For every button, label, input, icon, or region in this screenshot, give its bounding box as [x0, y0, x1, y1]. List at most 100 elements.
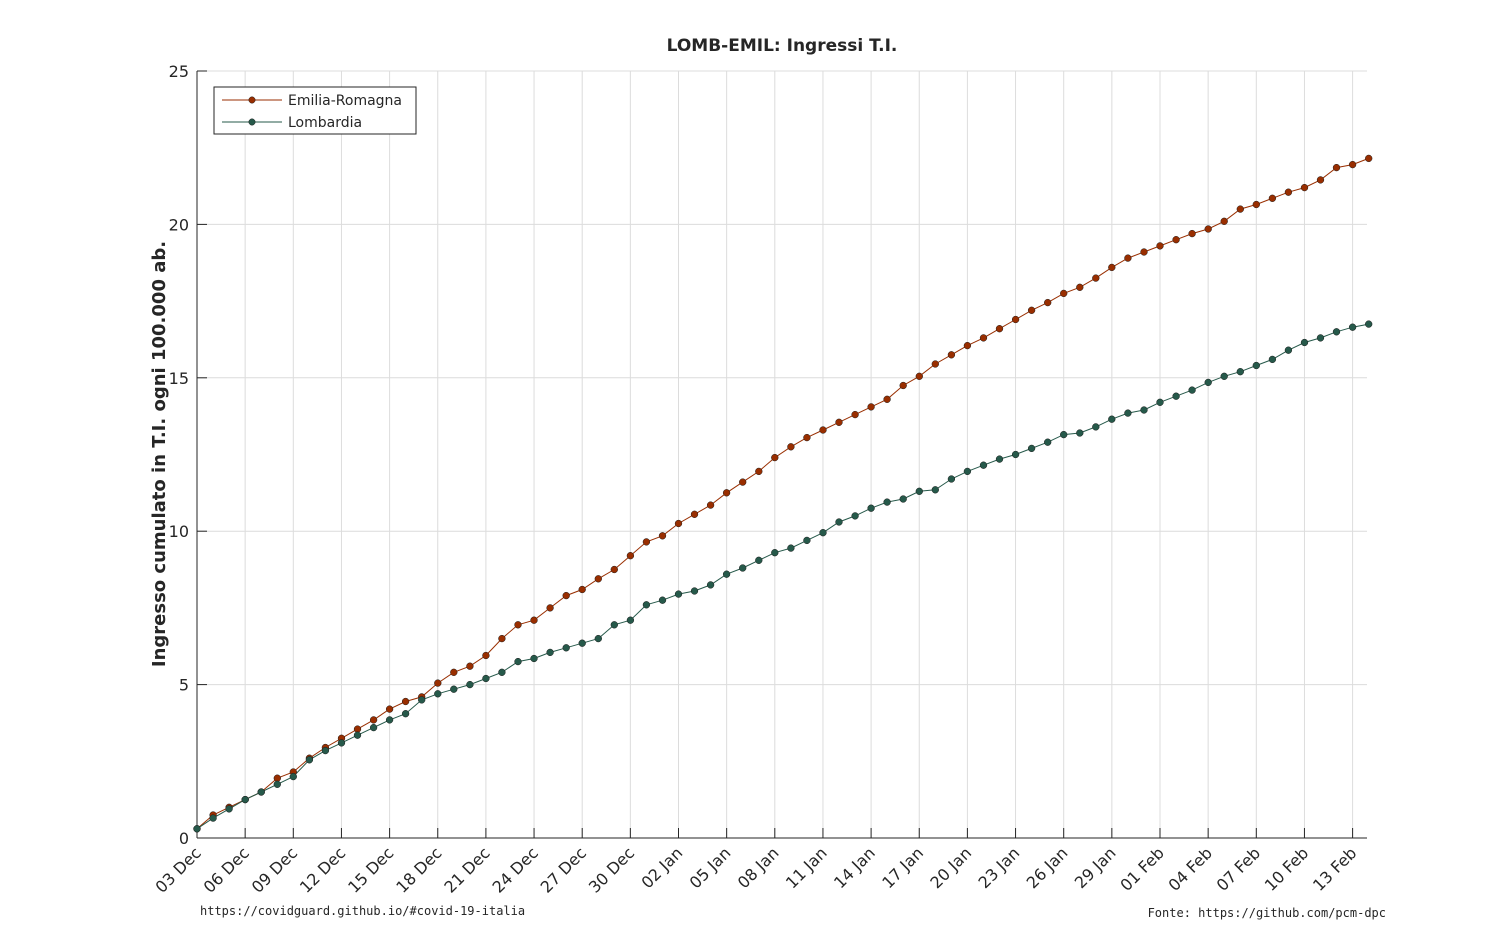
data-point-lombardia	[578, 639, 586, 647]
data-point-lombardia	[241, 795, 249, 804]
data-point-emilia-romagna	[835, 418, 843, 426]
data-point-emilia-romagna	[867, 403, 875, 411]
data-point-emilia-romagna	[450, 668, 458, 676]
data-point-lombardia	[305, 756, 314, 764]
data-point-emilia-romagna	[546, 604, 554, 612]
data-point-lombardia	[225, 805, 233, 813]
data-point-lombardia	[385, 716, 394, 724]
x-tick-label: 02 Jan	[637, 843, 686, 892]
data-point-lombardia	[706, 581, 715, 589]
data-point-lombardia	[321, 746, 330, 755]
axes	[196, 70, 1367, 839]
data-point-lombardia	[594, 634, 602, 643]
data-point-emilia-romagna	[658, 532, 667, 540]
data-point-lombardia	[450, 685, 458, 693]
data-point-lombardia	[1060, 430, 1068, 439]
data-point-lombardia	[1316, 334, 1325, 342]
data-point-lombardia	[289, 772, 297, 781]
data-point-lombardia	[803, 536, 811, 545]
data-point-lombardia	[658, 596, 667, 604]
data-point-emilia-romagna	[1204, 225, 1212, 233]
data-point-emilia-romagna	[434, 679, 442, 687]
data-point-lombardia	[466, 680, 474, 689]
data-point-lombardia	[514, 657, 522, 666]
data-point-lombardia	[1124, 409, 1132, 417]
data-point-emilia-romagna	[1316, 176, 1325, 184]
data-point-emilia-romagna	[1365, 154, 1373, 163]
data-point-lombardia	[1268, 355, 1277, 364]
x-tick-label: 15 Dec	[344, 843, 397, 896]
data-point-emilia-romagna	[610, 565, 618, 574]
data-point-emilia-romagna	[1236, 205, 1244, 213]
data-point-lombardia	[1011, 450, 1020, 459]
data-point-emilia-romagna	[755, 467, 763, 476]
data-point-emilia-romagna	[369, 716, 378, 724]
data-point-lombardia	[257, 788, 265, 796]
data-point-lombardia	[1204, 378, 1212, 387]
data-point-lombardia	[1172, 392, 1180, 400]
data-point-emilia-romagna	[1156, 242, 1164, 250]
data-point-lombardia	[1284, 346, 1293, 354]
data-point-emilia-romagna	[883, 395, 891, 403]
x-tick-label: 30 Dec	[585, 843, 638, 896]
data-point-emilia-romagna	[1108, 263, 1116, 272]
data-point-lombardia	[626, 616, 635, 624]
y-tick-labels: 0 5 10 15 20 25	[169, 62, 189, 848]
y-tick-label: 0	[179, 829, 189, 848]
data-point-lombardia	[1108, 415, 1116, 423]
data-point-lombardia	[819, 529, 827, 537]
x-tick-label: 07 Feb	[1213, 843, 1264, 894]
data-point-emilia-romagna	[1268, 194, 1277, 202]
data-point-lombardia	[1236, 368, 1244, 376]
x-tick-label: 17 Jan	[878, 843, 927, 892]
data-point-lombardia	[369, 723, 378, 732]
data-point-lombardia	[963, 467, 972, 476]
data-point-emilia-romagna	[1011, 315, 1020, 324]
data-point-emilia-romagna	[578, 585, 586, 594]
data-point-emilia-romagna	[1172, 236, 1180, 244]
x-tick-label: 12 Dec	[296, 843, 349, 896]
data-point-emilia-romagna	[626, 552, 635, 560]
data-point-emilia-romagna	[498, 634, 506, 643]
data-point-emilia-romagna	[1027, 306, 1036, 314]
data-point-lombardia	[1220, 372, 1228, 380]
y-tick-label: 5	[179, 676, 189, 695]
x-tick-label: 10 Feb	[1261, 843, 1312, 894]
series-points	[193, 154, 1373, 833]
data-point-emilia-romagna	[1284, 188, 1293, 196]
data-point-lombardia	[530, 654, 538, 663]
data-point-emilia-romagna	[803, 433, 811, 442]
data-point-lombardia	[1252, 361, 1260, 370]
data-point-emilia-romagna	[1252, 200, 1260, 209]
data-point-emilia-romagna	[353, 725, 362, 733]
data-point-emilia-romagna	[979, 334, 988, 342]
data-point-emilia-romagna	[947, 351, 956, 359]
data-point-lombardia	[979, 461, 988, 469]
data-point-emilia-romagna	[1300, 183, 1309, 192]
x-tick-label: 27 Dec	[537, 843, 590, 896]
data-point-emilia-romagna	[1044, 298, 1052, 307]
data-point-lombardia	[1188, 386, 1196, 394]
x-tick-label: 05 Jan	[686, 843, 735, 892]
data-point-lombardia	[674, 590, 683, 598]
data-point-lombardia	[1044, 438, 1052, 446]
x-tick-label: 14 Jan	[830, 843, 879, 892]
data-point-emilia-romagna	[642, 538, 651, 546]
data-point-emilia-romagna	[1348, 160, 1357, 169]
data-point-emilia-romagna	[1188, 229, 1196, 238]
data-point-lombardia	[899, 495, 907, 503]
y-tick-label: 15	[169, 369, 189, 388]
x-tick-label: 11 Jan	[782, 843, 831, 892]
x-tick-label: 24 Dec	[489, 843, 542, 896]
data-point-emilia-romagna	[1332, 163, 1341, 172]
data-point-emilia-romagna	[931, 360, 939, 368]
data-point-emilia-romagna	[787, 443, 795, 451]
data-point-lombardia	[931, 486, 939, 494]
data-point-lombardia	[1076, 429, 1084, 437]
data-point-lombardia	[722, 570, 731, 578]
data-point-lombardia	[851, 512, 859, 520]
data-point-emilia-romagna	[385, 705, 394, 713]
footer-source-right: Fonte: https://github.com/pcm-dpc	[1147, 906, 1386, 920]
data-point-emilia-romagna	[562, 591, 570, 600]
